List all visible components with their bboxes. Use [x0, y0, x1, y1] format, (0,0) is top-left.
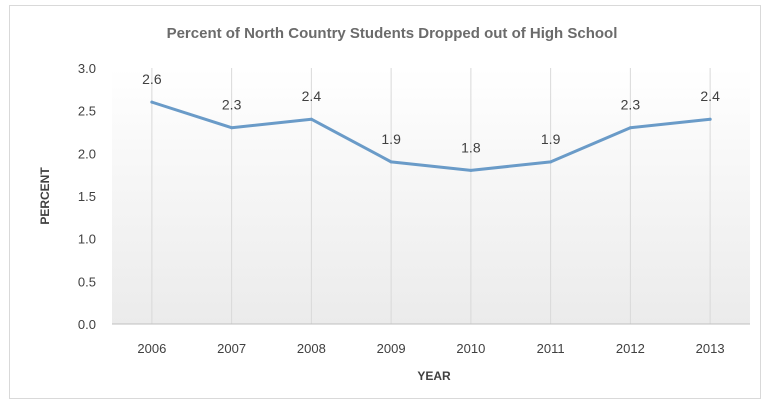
data-point: [389, 160, 393, 164]
data-point: [628, 126, 632, 130]
data-label: 1.9: [541, 131, 561, 147]
data-labels: 2.6 2.3 2.4 1.9 1.8 1.9 2.3 2.4: [142, 71, 720, 155]
data-point: [230, 126, 234, 130]
y-tick-label: 2.5: [78, 104, 96, 119]
y-tick-label: 1.0: [78, 232, 96, 247]
x-tick-label: 2006: [137, 341, 166, 356]
y-tick-label: 2.0: [78, 146, 96, 161]
data-point: [309, 117, 313, 121]
x-tick-label: 2007: [217, 341, 246, 356]
gridlines: [151, 68, 711, 324]
data-label: 2.3: [621, 97, 641, 113]
data-point: [150, 100, 154, 104]
x-tick-label: 2010: [456, 341, 485, 356]
data-point: [549, 160, 553, 164]
plot-area: [112, 68, 750, 324]
x-tick-label: 2008: [297, 341, 326, 356]
x-tick-label: 2012: [616, 341, 645, 356]
series-line: [150, 100, 712, 172]
chart-title: Percent of North Country Students Droppe…: [167, 25, 618, 42]
y-axis-ticks: 0.0 0.5 1.0 1.5 2.0 2.5 3.0: [78, 61, 96, 332]
data-label: 1.8: [461, 139, 481, 155]
data-label: 1.9: [381, 131, 401, 147]
y-axis-title: PERCENT: [38, 167, 52, 225]
x-axis-title: YEAR: [417, 369, 451, 383]
x-axis-ticks: 2006 2007 2008 2009 2010 2011 2012 2013: [137, 341, 724, 356]
series: [150, 100, 712, 172]
y-tick-label: 3.0: [78, 61, 96, 76]
data-label: 2.6: [142, 71, 162, 87]
y-tick-label: 0.5: [78, 274, 96, 289]
data-point: [469, 168, 473, 172]
x-tick-label: 2009: [377, 341, 406, 356]
data-label: 2.3: [222, 97, 242, 113]
y-tick-label: 0.0: [78, 317, 96, 332]
x-tick-label: 2013: [696, 341, 725, 356]
y-tick-label: 1.5: [78, 189, 96, 204]
data-label: 2.4: [700, 88, 720, 104]
data-point: [708, 117, 712, 121]
x-tick-label: 2011: [537, 341, 565, 356]
data-label: 2.4: [302, 88, 322, 104]
